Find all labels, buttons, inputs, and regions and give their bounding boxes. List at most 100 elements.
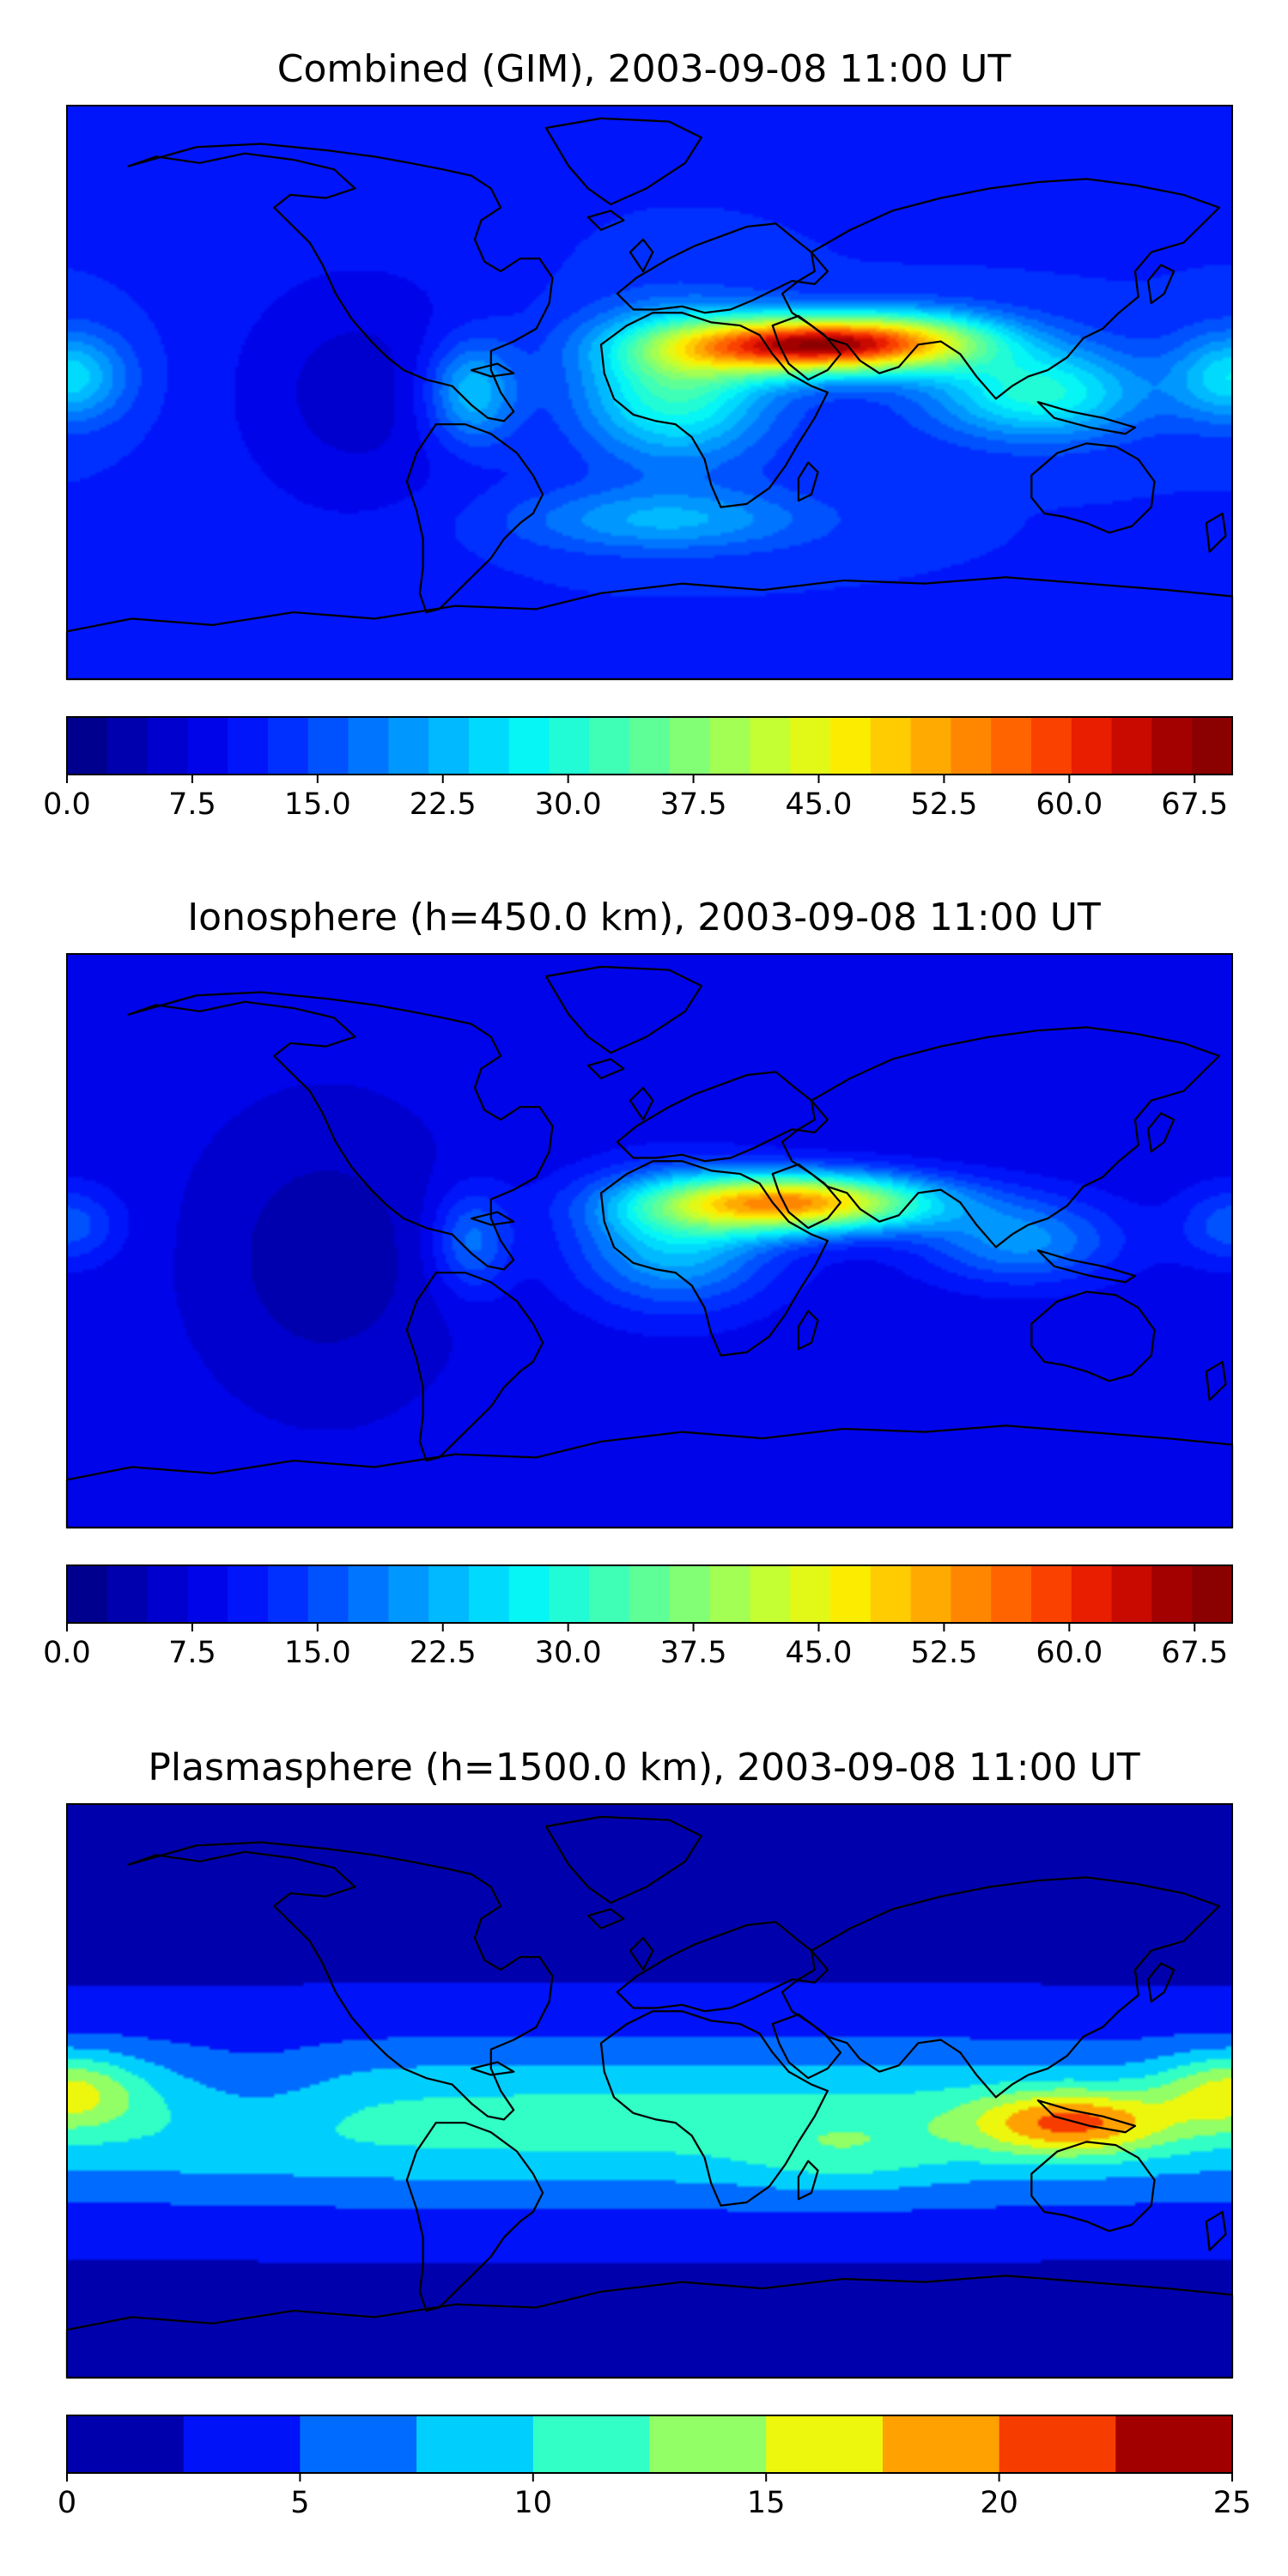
colorbar-segment [187,717,228,775]
colorbar-frame [66,2415,1233,2474]
panel-ionosphere-frame [66,953,1233,1528]
colorbar-segment [388,717,429,775]
colorbar-tick-label: 0 [58,2486,76,2520]
colorbar-segment [629,1565,671,1623]
colorbar-segment [106,717,149,775]
colorbar-tick-label: 67.5 [1161,1636,1228,1670]
colorbar-segment [991,717,1032,775]
colorbar-segment [882,2415,1000,2473]
colorbar-segment [669,717,711,775]
colorbar-segment [532,2415,651,2473]
colorbar-tick-label: 60.0 [1036,1636,1103,1670]
colorbar-segment [910,717,952,775]
colorbar-segment [709,1565,751,1623]
panel-combined-heatmap [67,106,1232,679]
panel-ionosphere-title: Ionosphere (h=450.0 km), 2003-09-08 11:0… [187,896,1101,939]
colorbar-segment [649,2415,767,2473]
colorbar-tick-label: 22.5 [410,787,477,822]
colorbar-tick-label: 45.0 [786,1636,853,1670]
colorbar-tick-label: 25 [1213,2486,1252,2520]
colorbar-segment [991,1565,1032,1623]
colorbar-tick-label: 20 [980,2486,1018,2520]
colorbar-segment [67,1565,108,1623]
colorbar-tick-label: 37.5 [660,1636,727,1670]
panel-combined-map [65,105,1234,681]
colorbar-segment [348,1565,389,1623]
colorbar-segment [1031,717,1072,775]
colorbar-segment [1151,1565,1193,1623]
colorbar-tick-label: 7.5 [168,1636,216,1670]
colorbar-segment [830,717,872,775]
panel-combined-title: Combined (GIM), 2003-09-08 11:00 UT [277,47,1012,91]
colorbar-tick-label: 52.5 [910,1636,977,1670]
colorbar-segment [228,1565,269,1623]
colorbar-segment [870,717,912,775]
colorbar-tick-label: 45.0 [786,787,853,822]
colorbar-tick-label: 15.0 [284,787,351,822]
panel-ionosphere-colorbar: 0.0 7.5 15.0 22.5 30.0 37.5 45.0 52.5 60.0 67.5 [43,1564,1233,1670]
colorbar-frame [66,716,1233,775]
colorbar-segment [1192,717,1233,775]
colorbar-tick-label: 0.0 [43,787,91,822]
colorbar-segment [750,1565,791,1623]
colorbar-segment [669,1565,711,1623]
panel-ionosphere-heatmap [67,954,1232,1528]
colorbar-segment [999,2415,1116,2473]
colorbar-tick-label: 52.5 [910,787,977,822]
colorbar-segment [549,1565,590,1623]
colorbar-segment [468,717,510,775]
colorbar-tick-label: 7.5 [168,787,216,822]
colorbar-tick-label: 30.0 [535,787,602,822]
colorbar-segment [790,717,831,775]
colorbar-segment [183,2415,301,2473]
colorbar-segment [147,717,188,775]
colorbar-segment [267,717,309,775]
panel-combined-frame [66,105,1233,680]
colorbar-segment [307,717,349,775]
panel-combined: Combined (GIM), 2003-09-08 11:00 UT 0.0 7… [43,47,1234,822]
colorbar-segment [790,1565,831,1623]
colorbar-segment [147,1565,188,1623]
colorbar-segment [1192,1565,1233,1623]
panel-plasmasphere-map [65,1803,1234,2379]
colorbar-segment [106,1565,149,1623]
colorbar-segment [1031,1565,1072,1623]
colorbar-tick-label: 22.5 [410,1636,477,1670]
panel-plasmasphere: Plasmasphere (h=1500.0 km), 2003-09-08 1… [58,1746,1251,2520]
colorbar-segment [508,1565,550,1623]
colorbar-segment [870,1565,912,1623]
panel-ionosphere-map [65,953,1234,1529]
panel-plasmasphere-title: Plasmasphere (h=1500.0 km), 2003-09-08 1… [148,1746,1139,1789]
colorbar-segment [67,2415,185,2473]
colorbar-segment [187,1565,228,1623]
colorbar-segment [468,1565,510,1623]
panel-plasmasphere-heatmap [67,1804,1232,2378]
colorbar-segment [910,1565,952,1623]
colorbar-segment [67,717,108,775]
colorbar-tick-label: 0.0 [43,1636,91,1670]
colorbar-segment [1111,717,1153,775]
colorbar-segment [508,717,550,775]
colorbar-tick-label: 67.5 [1161,787,1228,822]
colorbar-segment [1071,1565,1113,1623]
colorbar-segment [951,1565,992,1623]
colorbar-segment [830,1565,872,1623]
panel-plasmasphere-frame [66,1803,1233,2379]
colorbar-tick-label: 10 [514,2486,553,2520]
panel-plasmasphere-colorbar: 0 5 10 15 20 25 [58,2415,1251,2520]
panel-combined-colorbar: 0.0 7.5 15.0 22.5 30.0 37.5 45.0 52.5 60.0 67.5 [43,716,1233,822]
colorbar-segment [267,1565,309,1623]
colorbar-segment [629,717,671,775]
colorbar-segment [750,717,791,775]
colorbar-frame [66,1564,1233,1624]
colorbar-segment [416,2415,534,2473]
colorbar-segment [951,717,992,775]
colorbar-tick-label: 15 [747,2486,786,2520]
colorbar-segment [307,1565,349,1623]
colorbar-segment [589,717,630,775]
colorbar-tick-label: 5 [290,2486,309,2520]
colorbar-tick-label: 37.5 [660,787,727,822]
colorbar-tick-label: 60.0 [1036,787,1103,822]
colorbar-segment [428,717,470,775]
